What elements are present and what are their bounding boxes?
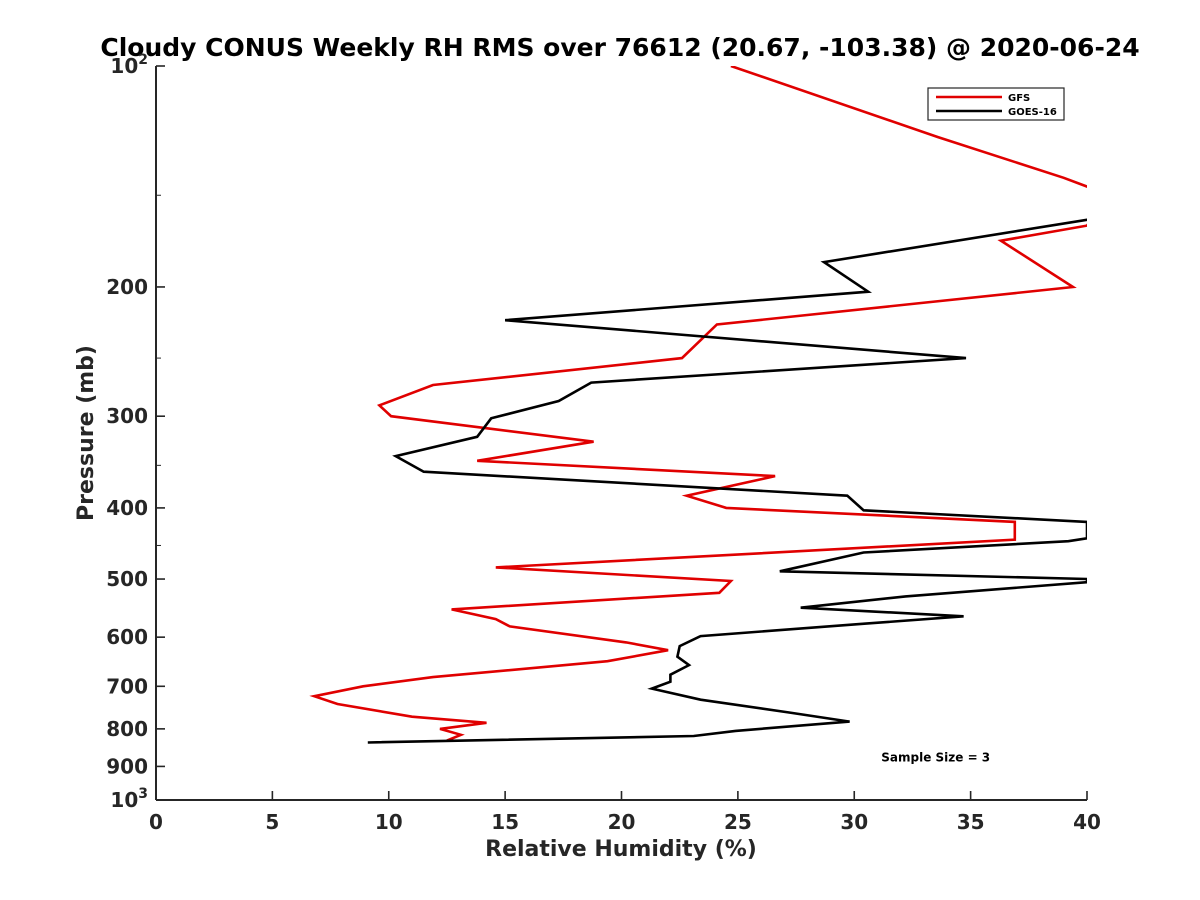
legend-box [927,87,1065,121]
y-tick-label: 500 [106,567,148,591]
y-tick-label: 700 [106,674,148,698]
y-tick-label: 300 [106,404,148,428]
y-tick-label: 200 [106,275,148,299]
y-tick-label: 800 [106,717,148,741]
sample-size-annotation: Sample Size = 3 [881,750,990,764]
x-tick-label: 10 [375,810,403,834]
legend-label-goes-16: GOES-16 [1008,107,1057,118]
x-tick-label: 15 [491,810,519,834]
y-tick-label: 102 [110,52,148,78]
y-axis-ticks: 102 200 300 400 500 600 700 800 900 103 [106,52,165,812]
x-axis-label: Relative Humidity (%) [485,837,757,862]
series-line-goes-16 [367,218,1087,744]
y-axis-label: Pressure (mb) [74,345,99,521]
x-tick-label: 30 [840,810,868,834]
chart-title: Cloudy CONUS Weekly RH RMS over 76612 (2… [100,33,1139,62]
x-tick-label: 5 [265,810,279,834]
y-tick-label: 103 [110,786,148,812]
legend: GFS GOES-16 [927,87,1065,121]
x-tick-label: 0 [149,810,163,834]
y-tick-label: 900 [106,754,148,778]
y-tick-label: 600 [106,625,148,649]
series-layer [309,66,1087,744]
y-tick-label: 400 [106,496,148,520]
x-tick-label: 35 [957,810,985,834]
legend-label-gfs: GFS [1008,93,1030,104]
x-tick-label: 40 [1073,810,1101,834]
series-line-gfs [309,66,1087,742]
x-tick-label: 20 [608,810,636,834]
x-axis-ticks: 0 5 10 15 20 25 30 35 40 [149,791,1101,834]
x-tick-label: 25 [724,810,752,834]
